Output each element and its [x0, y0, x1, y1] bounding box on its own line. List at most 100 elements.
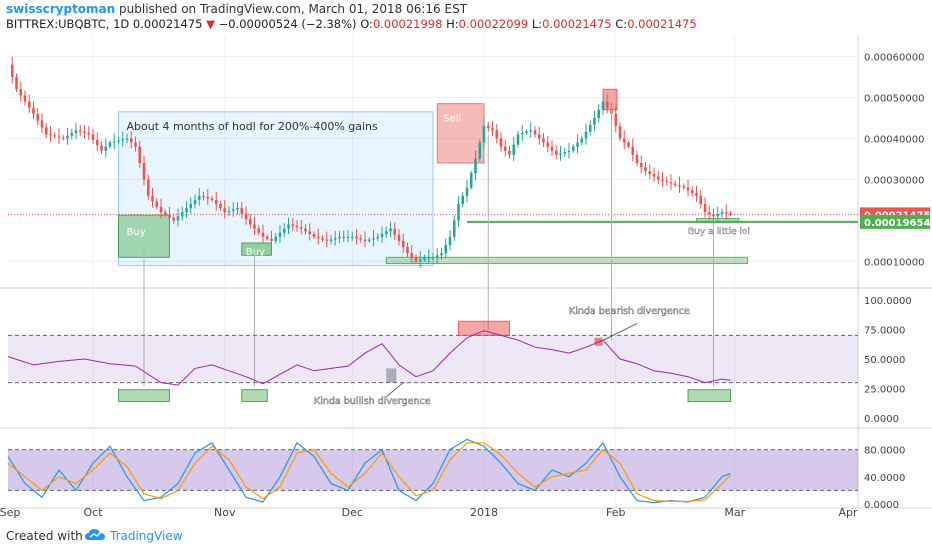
candle-body [656, 176, 660, 180]
buy-zone-box-2 [241, 242, 272, 256]
candle-body [648, 171, 652, 174]
candle-body [695, 193, 698, 196]
author-name[interactable]: swisscryptoman [6, 2, 116, 16]
candle-body [461, 195, 465, 205]
candle-body [712, 214, 715, 217]
price-tick-label: 0.00030000 [864, 175, 924, 186]
candle-body [83, 131, 86, 133]
candle-body [333, 238, 337, 240]
tradingview-brand[interactable]: TradingView [110, 529, 183, 543]
candle-body [580, 138, 584, 143]
candle-body [299, 227, 303, 229]
candle-body [270, 238, 273, 241]
down-arrow-icon: ▼ [206, 17, 215, 31]
open-value: 0.00021998 [372, 17, 443, 31]
candle-body [533, 130, 537, 135]
candle-body [342, 236, 346, 238]
x-tick-label: Dec [342, 506, 363, 519]
candle-body [214, 199, 218, 205]
candle-body [87, 132, 91, 135]
candle-body [53, 135, 57, 137]
candle-body [78, 130, 82, 132]
candle-body [393, 228, 397, 235]
chart-canvas[interactable]: Sep Oct Nov Dec 2018 Feb Mar Apr 0.00060000 0.000… [0, 36, 932, 522]
candle-body [121, 139, 125, 141]
candle-body [673, 183, 677, 185]
candle-body [176, 216, 180, 221]
candle-body [686, 187, 690, 191]
candle-body [231, 209, 235, 211]
candle-body [571, 146, 575, 151]
candle-body [622, 138, 626, 143]
candle-body [563, 152, 567, 154]
price-tick-label: 0.00060000 [864, 52, 924, 63]
candle-body [142, 163, 146, 180]
candle-body [529, 130, 533, 132]
candle-body [465, 187, 469, 196]
candle-body [210, 198, 214, 200]
rsi-tick-label: 75.0000 [864, 326, 905, 337]
candle-body [295, 225, 299, 228]
last-price: 0.00021475 [132, 17, 203, 31]
x-tick-label: 2018 [470, 506, 498, 519]
candle-body [367, 239, 371, 241]
candle-body [168, 214, 171, 218]
support-zone-box [385, 256, 748, 264]
candle-body [584, 131, 588, 139]
candle-body [499, 138, 503, 147]
candle-body [397, 234, 401, 241]
stoch-k-line [7, 438, 731, 504]
rsi-bullish-marker [386, 368, 397, 383]
candle-body [282, 228, 286, 233]
buy-label-1: Buy [127, 227, 146, 238]
x-tick-label: Feb [606, 506, 625, 519]
candle-body [206, 197, 210, 199]
rsi-band-fill [8, 335, 858, 383]
candle-body [516, 134, 520, 145]
buy-label-2: Buy [246, 247, 265, 258]
bearish-arrow [598, 323, 638, 343]
candle-body [346, 236, 350, 238]
candle-body [644, 167, 647, 172]
candle-body [440, 253, 443, 256]
candle-body [508, 150, 511, 155]
candle-body [414, 257, 418, 262]
candle-body [163, 212, 167, 215]
candle-body [40, 120, 44, 128]
candle-body [525, 131, 528, 133]
x-tick-label: Apr [838, 506, 858, 519]
stoch-d-line [7, 442, 731, 502]
candle-body [257, 228, 261, 233]
candle-body [32, 107, 35, 114]
candle-body [588, 124, 592, 132]
candle-body [665, 180, 669, 183]
candle-body [635, 154, 639, 164]
high-value: 0.00022099 [458, 17, 529, 31]
candle-body [359, 238, 363, 240]
candle-body [350, 236, 354, 238]
buy-little-label: Buy a little lol [688, 227, 750, 237]
candle-body [265, 236, 269, 239]
candle-body [129, 138, 133, 143]
candle-body [669, 182, 673, 184]
candle-body [406, 247, 409, 254]
candle-body [486, 126, 490, 129]
rsi-tick-label: 50.0000 [864, 355, 905, 366]
candle-body [197, 195, 201, 200]
price-label-bg [860, 214, 930, 229]
candle-body [491, 128, 494, 131]
low-label: L: [531, 17, 543, 31]
stoch-tick-label: 0.0000 [864, 500, 899, 511]
candle-body [546, 142, 550, 147]
x-tick-label: Nov [214, 506, 236, 519]
candle-body [15, 76, 18, 90]
candle-body [703, 204, 707, 213]
rsi-buy-box-1 [118, 389, 170, 403]
bearish-divergence-label: Kinda bearish divergence [569, 306, 690, 317]
candle-body [151, 195, 154, 202]
candle-body [329, 239, 333, 241]
candle-body [418, 259, 422, 262]
symbol-label: BITTREX:UBQBTC, 1D [6, 17, 130, 31]
published-text: published on TradingView.com, March 01, … [119, 2, 468, 16]
candle-body [597, 109, 601, 118]
